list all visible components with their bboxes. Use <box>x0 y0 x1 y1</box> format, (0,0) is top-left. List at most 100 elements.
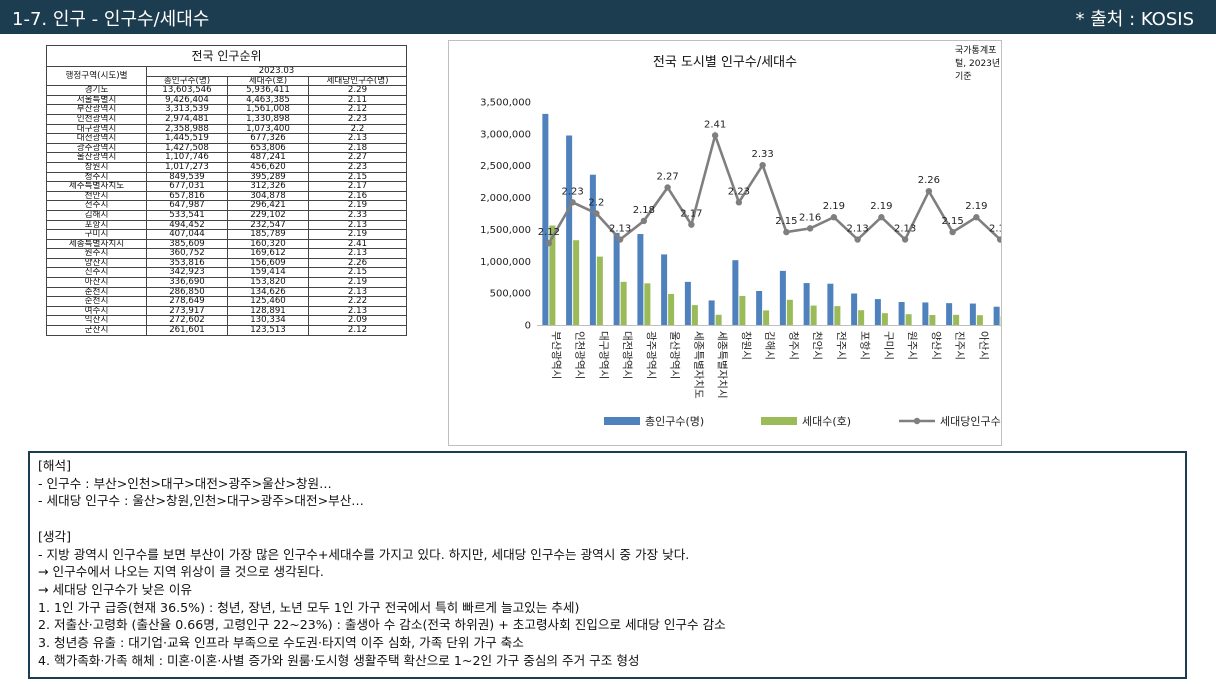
table-row: 전주시 647,987 296,421 2.19 <box>46 200 407 211</box>
data-label-per-household: 2.33 <box>751 149 773 160</box>
region-cell: 춘천시 <box>46 286 147 298</box>
point-per-household <box>925 188 933 195</box>
bar-total-population <box>946 303 953 325</box>
data-label-per-household: 2.15 <box>941 216 963 227</box>
region-cell: 서울특별시 <box>46 94 147 106</box>
households-cell: 1,073,400 <box>227 123 309 135</box>
table-row: 서울특별시 9,426,404 4,463,385 2.11 <box>46 94 407 106</box>
table-row: 청주시 849,539 395,289 2.15 <box>46 171 407 183</box>
households-cell: 130,334 <box>227 315 309 327</box>
per-household-cell: 2.26 <box>308 257 407 269</box>
households-cell: 169,612 <box>227 248 309 259</box>
legend-label-total-population: 총인구수(명) <box>645 415 704 428</box>
legend-label-per-household: 세대당인구수(명) <box>940 415 1001 428</box>
commentary-line: 4. 핵가족화·가족 해체 : 미혼·이혼·사별 증가와 원룸·도시형 생활주택… <box>38 652 640 668</box>
bar-total-population <box>708 300 715 325</box>
table-row: 인천광역시 2,974,481 1,330,898 2.23 <box>46 113 407 125</box>
per-household-cell: 2.27 <box>308 152 407 163</box>
table-row: 진주시 342,923 159,414 2.15 <box>46 267 407 279</box>
bar-total-population <box>779 270 786 325</box>
population-cell: 677,031 <box>146 181 228 192</box>
region-cell: 군산시 <box>46 325 147 336</box>
population-cell: 657,816 <box>146 190 228 202</box>
data-label-per-household: 2.19 <box>870 201 892 212</box>
bar-total-population <box>922 302 929 325</box>
x-tick-label: 광주광역시 <box>645 331 657 379</box>
y-left-tick-label: 2,500,000 <box>480 161 531 172</box>
table-row: 구미시 407,044 185,789 2.19 <box>46 229 407 240</box>
data-label-per-household: 2.19 <box>823 201 845 212</box>
bar-households <box>596 256 603 325</box>
per-household-cell: 2.13 <box>308 248 407 259</box>
data-label-per-household: 2.23 <box>728 186 750 197</box>
bar-households <box>549 225 556 325</box>
bar-total-population <box>566 135 573 325</box>
region-cell: 구미시 <box>46 229 147 240</box>
page-header: 1-7. 인구 - 인구수/세대수 * 출처 : KOSIS <box>0 0 1216 34</box>
bar-total-population <box>661 254 668 325</box>
households-cell: 128,891 <box>227 305 309 317</box>
data-label-per-household: 2.13 <box>989 224 1001 235</box>
legend-swatch-households <box>761 417 797 425</box>
population-cell: 407,044 <box>146 229 228 240</box>
data-label-per-household: 2.18 <box>633 205 655 216</box>
households-cell: 395,289 <box>227 171 309 183</box>
region-cell: 울산광역시 <box>46 152 147 163</box>
bar-total-population <box>969 303 976 325</box>
x-tick-label: 원주시 <box>906 331 918 360</box>
table-period-row: 행정구역(시도)별 2023.03 <box>46 65 407 87</box>
population-cell: 1,107,746 <box>146 152 228 163</box>
bar-households <box>691 305 698 325</box>
legend-marker-per-household <box>913 417 921 425</box>
bar-total-population <box>589 174 596 325</box>
households-cell: 1,330,898 <box>227 113 309 125</box>
table-row: 천안시 657,816 304,878 2.16 <box>46 190 407 202</box>
y-left-tick-label: 3,000,000 <box>480 129 531 140</box>
column-header-per-household: 세대당인구수(명) <box>308 75 407 87</box>
point-per-household <box>996 236 1001 243</box>
x-tick-label: 창원시 <box>740 331 752 360</box>
population-cell: 9,426,404 <box>146 94 228 106</box>
households-cell: 677,326 <box>227 133 309 144</box>
region-column-header: 행정구역(시도)별 <box>46 65 147 87</box>
commentary-line: - 인구수 : 부산>인천>대구>대전>광주>울산>창원… <box>38 475 332 491</box>
region-cell: 창원시 <box>46 161 147 173</box>
region-cell: 익산시 <box>46 315 147 327</box>
point-per-household <box>688 221 695 228</box>
table-row: 양산시 353,816 156,609 2.26 <box>46 257 407 269</box>
bar-total-population <box>803 283 810 325</box>
x-tick-label: 세종특별자치도 <box>692 331 704 399</box>
bar-households <box>834 306 841 325</box>
bar-total-population <box>542 113 549 326</box>
table-row: 대전광역시 1,445,519 677,326 2.13 <box>46 133 407 144</box>
region-cell: 순천시 <box>46 296 147 307</box>
commentary-line: 3. 청년층 유출 : 대기업·교육 인프라 부족으로 수도권·타지역 이주 심… <box>38 635 524 651</box>
point-per-household <box>735 199 743 206</box>
per-household-cell: 2.19 <box>308 277 407 288</box>
data-label-per-household: 2.41 <box>704 119 726 130</box>
point-per-household <box>878 214 885 221</box>
y-left-tick-label: 500,000 <box>490 289 531 300</box>
households-cell: 125,460 <box>227 296 309 307</box>
source-label: * 출처 : KOSIS <box>1075 9 1195 30</box>
data-label-per-household: 2.27 <box>656 171 678 182</box>
table-row: 익산시 272,602 130,334 2.09 <box>46 315 407 327</box>
table-row: 원주시 360,752 169,612 2.13 <box>46 248 407 259</box>
y-left-tick-label: 1,000,000 <box>480 257 531 268</box>
per-household-cell: 2.17 <box>308 181 407 192</box>
data-label-per-household: 2.13 <box>609 224 631 235</box>
x-tick-label: 부산광역시 <box>550 331 562 379</box>
per-household-cell: 2.19 <box>308 229 407 240</box>
column-header-households: 세대수(호) <box>227 75 309 87</box>
per-household-cell: 2.22 <box>308 296 407 307</box>
households-cell: 5,936,411 <box>227 85 309 96</box>
population-cell: 360,752 <box>146 248 228 259</box>
per-household-cell: 2.13 <box>308 133 407 144</box>
point-per-household <box>711 132 719 139</box>
point-per-household <box>759 161 766 169</box>
region-cell: 청주시 <box>46 171 147 183</box>
x-tick-label: 인천광역시 <box>574 331 586 379</box>
table-row: 창원시 1,017,273 456,620 2.23 <box>46 161 407 173</box>
bar-households <box>929 315 936 325</box>
per-household-cell: 2.13 <box>308 219 407 231</box>
